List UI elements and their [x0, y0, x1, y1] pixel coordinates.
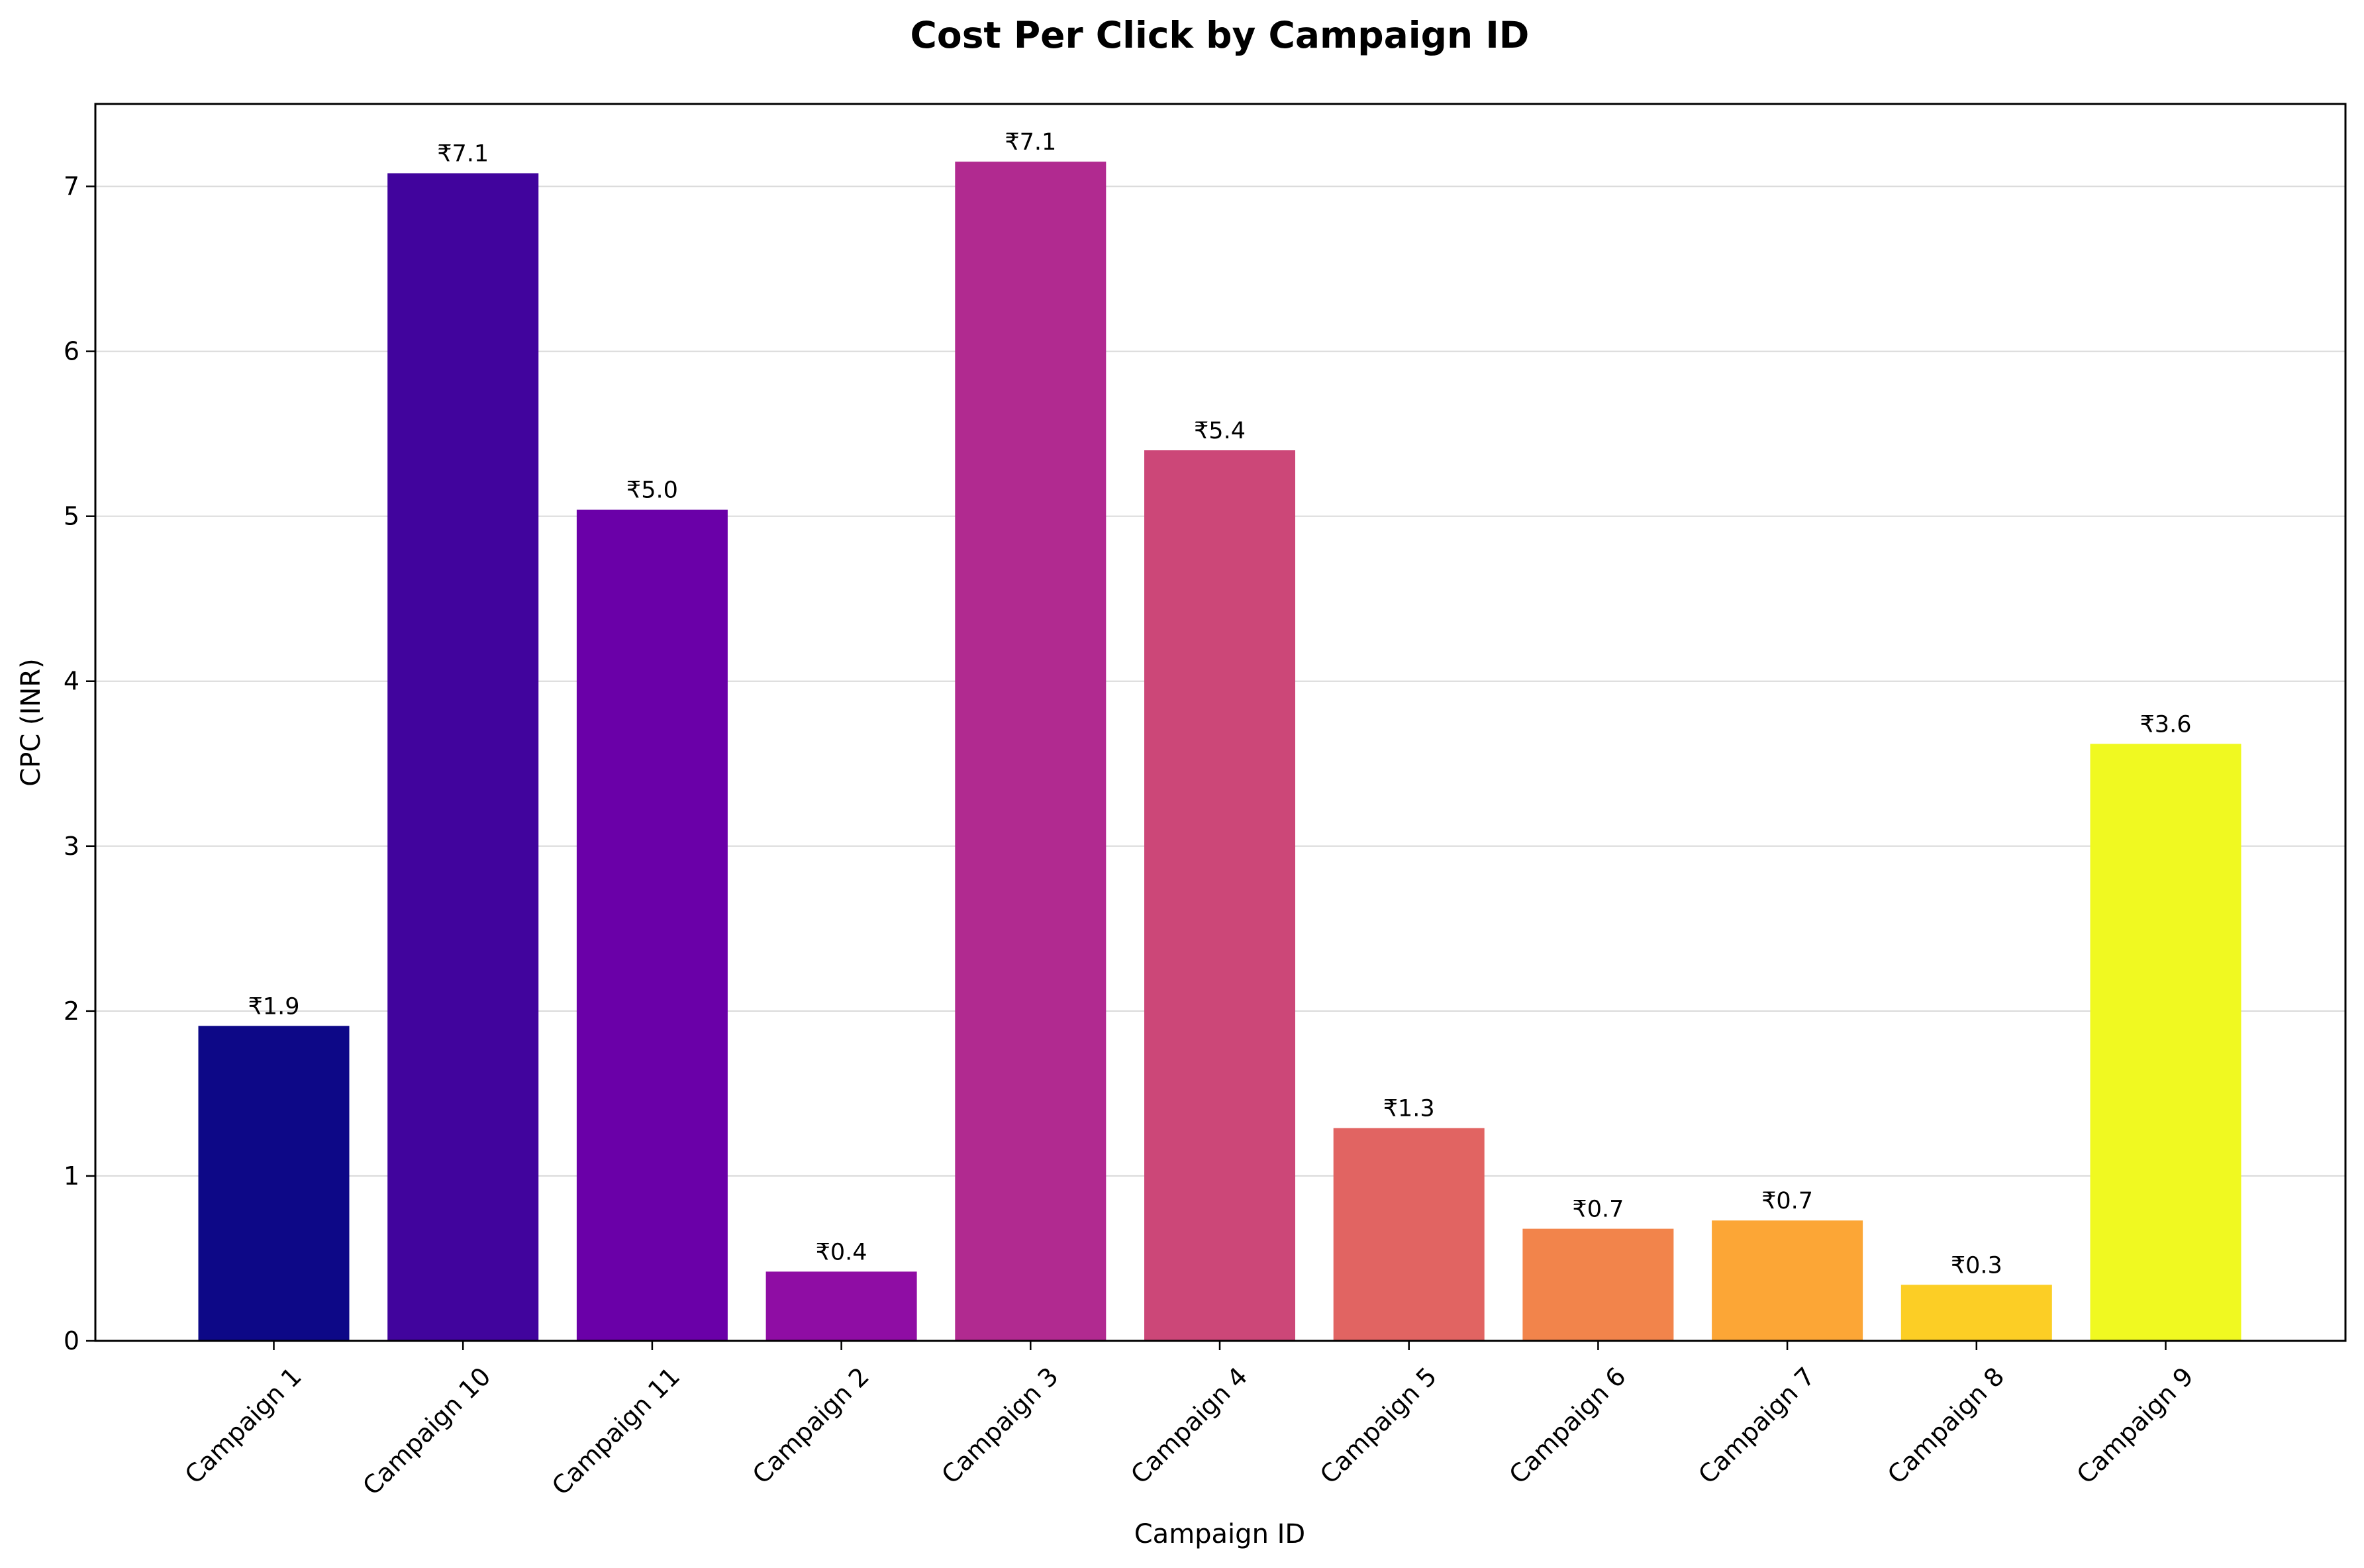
bar: [1333, 1128, 1485, 1341]
bar-value-label: ₹0.4: [816, 1239, 867, 1265]
x-tick-label: Campaign 6: [1504, 1361, 1632, 1489]
bar: [765, 1271, 917, 1341]
x-tick-label: Campaign 7: [1693, 1361, 1820, 1489]
data-labels: ₹1.9 ₹7.1 ₹5.0 ₹0.4 ₹7.1 ₹5.4 ₹1.3 ₹0.7 ₹0.7 ₹0.3…: [248, 129, 2192, 1279]
bar: [1522, 1228, 1674, 1341]
bar: [1712, 1220, 1863, 1341]
x-tick-label: Campaign 3: [936, 1361, 1063, 1489]
x-axis: Campaign 1 Campaign 10 Campaign 11 Campaign…: [179, 1341, 2199, 1501]
bar-value-label: ₹0.3: [1951, 1252, 2002, 1279]
bar-value-label: ₹3.6: [2140, 711, 2192, 738]
bar-value-label: ₹7.1: [437, 141, 489, 168]
y-tick-label: 1: [64, 1161, 79, 1191]
y-tick-label: 2: [64, 997, 79, 1026]
plot-frame: [94, 103, 2347, 1342]
bar: [576, 509, 728, 1341]
y-tick-label: 5: [64, 502, 79, 531]
x-tick-label: Campaign 9: [2071, 1361, 2199, 1489]
bar: [387, 173, 539, 1341]
bar-value-label: ₹0.7: [1761, 1188, 1813, 1214]
x-tick-label: Campaign 4: [1125, 1361, 1253, 1489]
y-tick-label: 7: [64, 172, 79, 201]
bar-value-label: ₹0.7: [1572, 1197, 1624, 1223]
bar: [955, 162, 1107, 1341]
x-tick-label: Campaign 11: [546, 1361, 685, 1500]
bar-value-label: ₹5.4: [1194, 418, 1246, 444]
y-axis-label: CPC (INR): [16, 658, 46, 786]
bar: [2090, 744, 2241, 1341]
bars: [198, 162, 2241, 1341]
x-tick-label: Campaign 8: [1882, 1361, 2010, 1489]
bar: [1144, 450, 1295, 1341]
bar: [198, 1026, 350, 1341]
x-axis-label: Campaign ID: [1134, 1519, 1305, 1549]
x-tick-label: Campaign 10: [357, 1361, 496, 1500]
bar: [1900, 1285, 2052, 1341]
y-tick-label: 0: [64, 1326, 79, 1355]
x-tick-label: Campaign 1: [179, 1361, 307, 1489]
bar-value-label: ₹1.3: [1383, 1096, 1435, 1122]
x-tick-label: Campaign 2: [747, 1361, 875, 1489]
y-tick-label: 3: [64, 832, 79, 861]
x-tick-label: Campaign 5: [1314, 1361, 1442, 1489]
bar-value-label: ₹7.1: [1005, 129, 1056, 156]
bar-value-label: ₹1.9: [248, 993, 300, 1020]
y-tick-label: 6: [64, 337, 79, 366]
y-tick-label: 4: [64, 667, 79, 696]
y-axis: 0 1 2 3 4 5 6 7: [64, 172, 95, 1355]
bar-value-label: ₹5.0: [626, 477, 678, 504]
chart-title: Cost Per Click by Campaign ID: [911, 14, 1530, 56]
